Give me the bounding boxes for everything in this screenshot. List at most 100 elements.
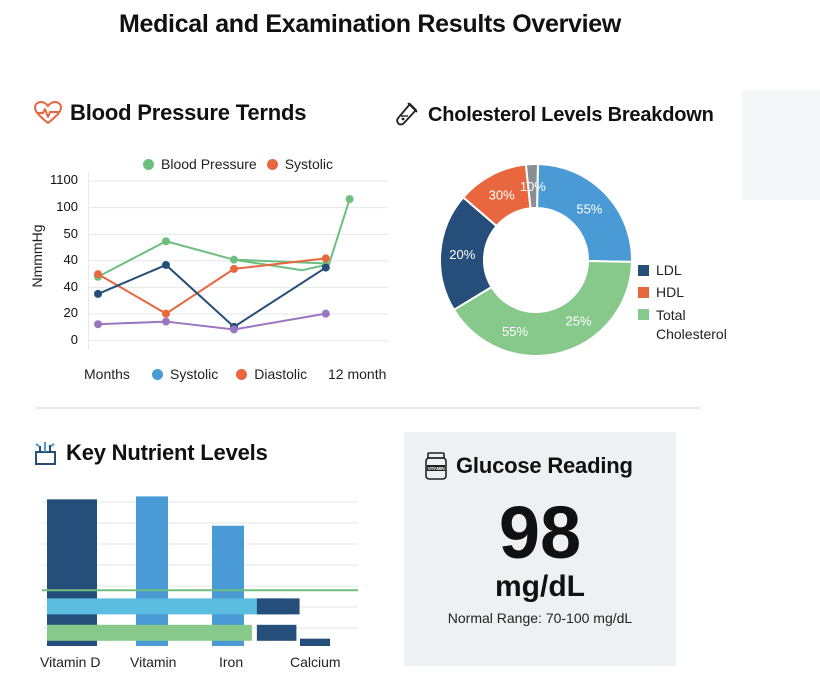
legend-swatch bbox=[638, 286, 649, 298]
donut-slice bbox=[524, 163, 539, 210]
legend-label: HDL bbox=[656, 284, 685, 300]
nutrient-bar-vitamin-d bbox=[47, 499, 97, 646]
series-line-trend bbox=[97, 312, 326, 331]
legend-label: Total Cholesterol bbox=[656, 307, 727, 342]
x-tick-label: Vitamin D bbox=[40, 654, 101, 670]
y-tick: 40 bbox=[63, 252, 78, 267]
y-tick: 100 bbox=[56, 199, 78, 214]
y-tick: 20 bbox=[63, 305, 78, 320]
glucose-title: Glucose Reading bbox=[456, 453, 633, 478]
legend-systolic-bottom: Systolic bbox=[152, 366, 218, 382]
data-point bbox=[230, 264, 238, 273]
y-tick: 0 bbox=[70, 332, 78, 347]
x-tick-label: Iron bbox=[219, 654, 244, 670]
background-ghost-panel bbox=[742, 90, 820, 200]
legend-systolic: Systolic bbox=[266, 156, 333, 172]
nutrient-horizontal-bands bbox=[42, 589, 358, 641]
data-point bbox=[162, 309, 170, 318]
glucose-value: 98 bbox=[498, 491, 582, 574]
data-point bbox=[321, 309, 330, 318]
nutrient-chart-icon bbox=[34, 440, 58, 466]
series-line-blood-pressure bbox=[97, 198, 351, 278]
y-tick: 1100 bbox=[50, 172, 78, 187]
nutrient-bar-calcium bbox=[300, 638, 330, 646]
legend-dot-green bbox=[143, 158, 154, 170]
legend-hdl: HDL bbox=[638, 284, 736, 300]
donut-slices bbox=[439, 162, 634, 357]
cholesterol-legend: LDL HDL Total Cholesterol bbox=[638, 262, 736, 344]
legend-label: Diastolic bbox=[254, 366, 308, 382]
legend-label: LDL bbox=[656, 262, 682, 278]
test-tube-icon bbox=[396, 102, 420, 128]
legend-label: Systolic bbox=[284, 156, 333, 172]
heart-pulse-icon bbox=[34, 101, 62, 125]
glucose-normal-range: Normal Range: 70-100 mg/dL bbox=[447, 610, 633, 626]
cholesterol-header: Cholesterol Levels Breakdown bbox=[396, 102, 714, 128]
legend-dot-blue bbox=[152, 368, 163, 380]
cholesterol-donut-chart: 55% 25% 55% 20% 30% 10% bbox=[439, 162, 634, 357]
data-point bbox=[162, 237, 170, 246]
data-point bbox=[162, 260, 170, 269]
data-point bbox=[94, 289, 102, 298]
data-point bbox=[94, 270, 102, 279]
donut-label: 55% bbox=[502, 324, 528, 339]
donut-slice bbox=[536, 162, 633, 263]
navy-band-upper bbox=[256, 598, 300, 615]
bp-x-start-label: Months bbox=[84, 366, 130, 382]
vial-icon-text: VITAMIN bbox=[428, 466, 445, 471]
donut-label: 10% bbox=[520, 179, 546, 194]
legend-label: Blood Pressure bbox=[161, 156, 257, 172]
y-tick: 40 bbox=[63, 279, 78, 294]
bp-legend-bottom: Systolic Diastolic bbox=[152, 366, 307, 382]
nutrients-header: Key Nutrient Levels bbox=[34, 440, 268, 466]
series-line-systolic bbox=[97, 257, 326, 315]
legend-diastolic-bottom: Diastolic bbox=[236, 366, 307, 382]
data-point bbox=[321, 263, 330, 272]
nutrients-title: Key Nutrient Levels bbox=[66, 440, 268, 465]
nutrient-bar-vitamin bbox=[136, 496, 168, 646]
legend-ldl: LDL bbox=[638, 262, 736, 278]
x-tick-label: Vitamin bbox=[130, 654, 177, 670]
blood-pressure-line-chart bbox=[88, 172, 388, 350]
blood-pressure-header: Blood Pressure Ternds bbox=[34, 100, 306, 126]
light-blue-band bbox=[47, 598, 284, 615]
nutrient-bars bbox=[47, 496, 330, 646]
bp-legend-top: Blood Pressure Systolic bbox=[143, 156, 333, 172]
y-tick: 50 bbox=[63, 226, 78, 241]
legend-blood-pressure: Blood Pressure bbox=[143, 156, 257, 172]
x-tick-label: Calcium bbox=[290, 654, 341, 670]
donut-label: 25% bbox=[566, 314, 592, 329]
data-point bbox=[230, 325, 238, 334]
glucose-card: VITAMIN Glucose Reading 98 mg/dL Normal … bbox=[404, 432, 676, 666]
legend-swatch bbox=[638, 309, 649, 320]
blood-pressure-title: Blood Pressure Ternds bbox=[70, 100, 307, 125]
bp-y-axis-label: NmmmHg bbox=[29, 224, 45, 288]
data-point bbox=[230, 255, 238, 264]
donut-label: 55% bbox=[576, 202, 602, 217]
legend-dot-orange bbox=[236, 368, 248, 380]
cholesterol-title: Cholesterol Levels Breakdown bbox=[428, 103, 714, 126]
vial-icon: VITAMIN bbox=[424, 452, 448, 480]
data-point bbox=[345, 195, 354, 204]
donut-label: 30% bbox=[489, 187, 515, 202]
donut-labels: 55% 25% 55% 20% 30% 10% bbox=[449, 179, 603, 339]
legend-total-cholesterol: Total Cholesterol bbox=[638, 306, 736, 344]
page-title: Medical and Examination Results Overview bbox=[118, 10, 622, 38]
glucose-header: VITAMIN Glucose Reading bbox=[424, 452, 633, 480]
data-point bbox=[94, 320, 102, 329]
donut-label: 20% bbox=[449, 247, 475, 262]
legend-swatch bbox=[638, 264, 649, 276]
bp-x-end-label: 12 month bbox=[328, 366, 387, 382]
donut-slice bbox=[452, 260, 634, 357]
glucose-unit: mg/dL bbox=[495, 570, 585, 603]
light-green-band bbox=[47, 624, 252, 641]
data-point bbox=[321, 254, 330, 263]
section-divider bbox=[36, 407, 700, 409]
bp-series-lines bbox=[94, 195, 354, 334]
nutrient-bar-chart bbox=[42, 496, 358, 646]
legend-label: Systolic bbox=[170, 366, 219, 382]
legend-dot-orange bbox=[266, 158, 278, 170]
navy-band-lower bbox=[256, 624, 297, 641]
data-point bbox=[162, 317, 170, 326]
series-line-diastolic bbox=[97, 263, 327, 329]
